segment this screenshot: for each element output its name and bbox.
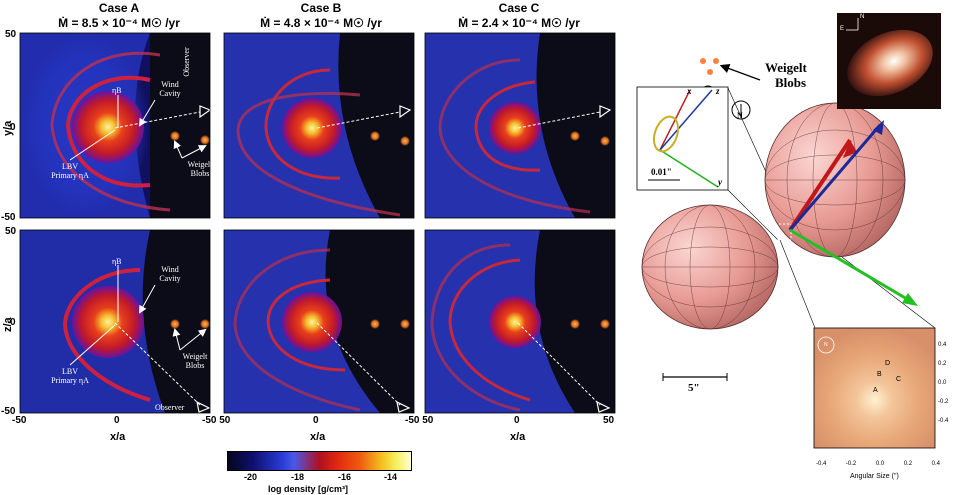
inset-axis-y: y: [718, 177, 722, 187]
map-point-b: B: [877, 371, 882, 378]
z-axis-label: z/a: [2, 317, 14, 332]
colorbar: [227, 451, 412, 471]
map-point-d: D: [885, 360, 891, 367]
x-axis-label-a: x/a: [110, 431, 126, 443]
x-axis-label-b: x/a: [310, 431, 326, 443]
panel-frames: [19, 32, 616, 414]
tick-x-0-a: 0: [114, 415, 120, 426]
y-axis-label-top: y/a: [2, 120, 14, 136]
map-point-c: C: [896, 376, 902, 383]
tick-x-0-c: 0: [514, 415, 520, 426]
observer-label-bottom: Observer: [155, 403, 185, 412]
map-xlabel: Angular Size ("): [850, 473, 899, 480]
observer-label-top: Observer: [182, 47, 191, 77]
observer-lines: [114, 111, 601, 406]
tick-y-m50-top: -50: [1, 212, 16, 223]
eta-b-label-bottom: ηB: [112, 257, 122, 266]
colorbar-tick-2: -18: [291, 472, 305, 482]
scale-bar-label: 5": [688, 382, 700, 394]
map-yticks: 0.4 0.2 0.0 -0.2 -0.4: [938, 342, 949, 424]
panel-b-bottom: [224, 230, 414, 413]
wind-cavity-label-top: Wind Cavity: [159, 80, 181, 98]
tick-z-m50: -50: [1, 406, 16, 417]
weigelt-label-top: Weigelt Blobs: [187, 160, 213, 178]
tick-x-50-m50-ab: -50 50: [202, 415, 231, 426]
panel-b-top: [224, 33, 414, 218]
eta-b-label-top: ηB: [112, 86, 122, 95]
panel-c-bottom: [425, 230, 615, 413]
tick-z-50: 50: [5, 226, 17, 237]
lbv-label-top: LBV Primary ηA: [51, 162, 89, 180]
inset-axis-x: x: [687, 86, 692, 96]
x-axis-label-c: x/a: [510, 431, 526, 443]
panel-a-bottom: [20, 230, 210, 413]
compass-north: N: [737, 111, 743, 120]
colorbar-tick-1: -20: [244, 472, 258, 482]
wind-cavity-label-bottom: Wind Cavity: [159, 265, 181, 283]
observer-markers: [196, 105, 612, 413]
map-xticks: -0.4 -0.2 0.0 0.2 0.4: [816, 461, 940, 467]
tick-y-0-top: 0: [10, 122, 16, 133]
photo-east: E: [840, 26, 845, 32]
photo-north: N: [860, 14, 865, 20]
map-point-a: A: [873, 387, 878, 394]
tick-y-50-top: 50: [5, 29, 17, 40]
weigelt-label-bottom: Weigelt Blobs: [182, 352, 208, 370]
colorbar-label: log density [g/cm³]: [268, 484, 349, 494]
colorbar-tick-3: -16: [338, 472, 352, 482]
tick-x-0-b: 0: [313, 415, 319, 426]
tick-x-m50-a: -50: [12, 415, 27, 426]
weigelt-blobs-label: Weigelt Blobs: [765, 60, 807, 90]
homunculus-diagram: [636, 13, 941, 449]
panel-a-top: [20, 33, 210, 218]
lbv-label-bottom: LBV Primary ηA: [51, 367, 89, 385]
tick-x-50-m50-bc: -50 50: [405, 415, 434, 426]
panel-c-top: [425, 33, 615, 218]
colorbar-tick-4: -14: [384, 472, 398, 482]
annotation-lines: [69, 95, 207, 366]
tick-x-50-c: 50: [603, 415, 615, 426]
inset-scale-label: 0.01": [651, 167, 672, 177]
map-north: N: [824, 342, 828, 348]
inset-axis-z: z: [716, 86, 720, 96]
tick-z-0: 0: [10, 317, 16, 328]
